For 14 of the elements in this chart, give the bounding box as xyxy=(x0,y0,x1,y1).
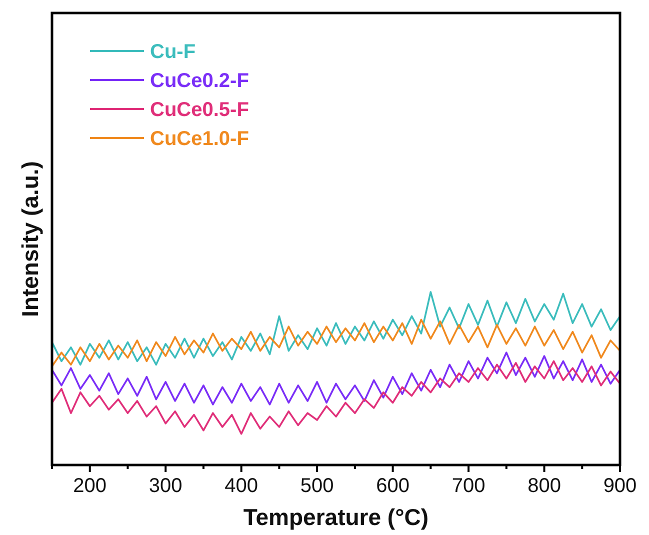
x-tick-label: 600 xyxy=(376,475,410,497)
legend-label: CuCe0.2-F xyxy=(150,70,249,92)
legend-label: CuCe1.0-F xyxy=(150,128,249,150)
y-axis-title: Intensity (a.u.) xyxy=(17,161,43,317)
x-tick-label: 200 xyxy=(73,475,107,497)
legend-label: Cu-F xyxy=(150,41,196,63)
x-tick-label: 800 xyxy=(528,475,561,497)
x-tick-label: 300 xyxy=(148,475,182,497)
x-axis-title: Temperature (°C) xyxy=(243,504,429,530)
x-tick-label: 900 xyxy=(603,475,637,497)
x-tick-label: 500 xyxy=(300,475,334,497)
x-tick-label: 700 xyxy=(452,475,486,497)
legend-label: CuCe0.5-F xyxy=(150,99,249,121)
x-tick-label: 400 xyxy=(224,475,258,497)
